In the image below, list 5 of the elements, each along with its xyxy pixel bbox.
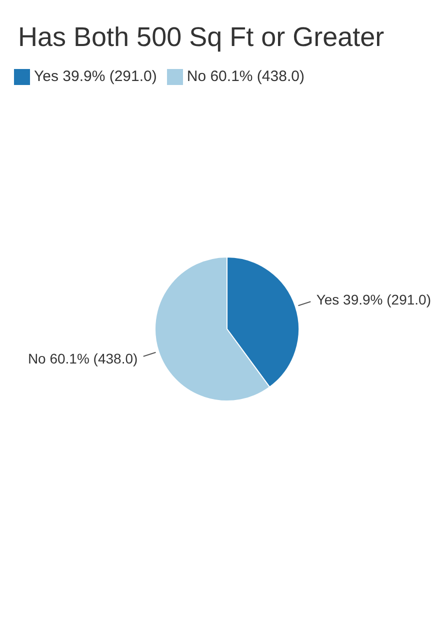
chart-title: Has Both 500 Sq Ft or Greater — [18, 22, 384, 53]
legend-label: Yes 39.9% (291.0) — [34, 68, 157, 85]
slice-label: Yes 39.9% (291.0) — [316, 292, 432, 308]
legend-label: No 60.1% (438.0) — [186, 68, 304, 85]
slice-label: No 60.1% (438.0) — [28, 350, 138, 366]
